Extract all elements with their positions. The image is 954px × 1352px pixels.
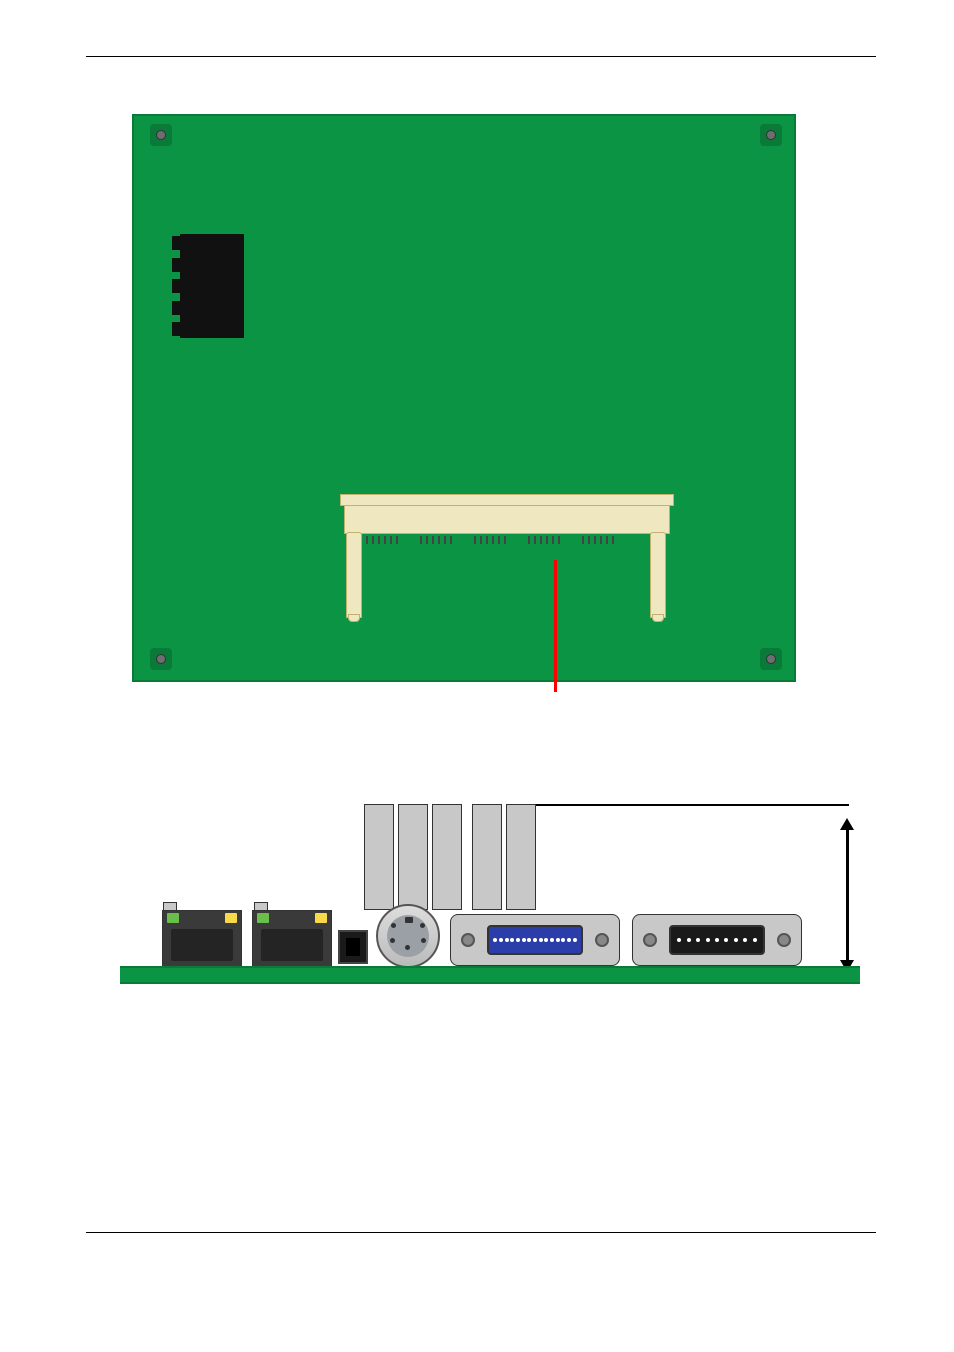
height-bracket-top [525,804,849,806]
callout-line [554,560,557,692]
heatsink-fin-2 [398,804,428,910]
serial-screw-right [777,933,791,947]
ps2-inner [387,915,429,957]
page [0,0,954,1352]
sodimm-slot-top-rail [340,494,674,506]
mounting-hole-bottom-left [150,648,172,670]
socket-connector [180,234,244,338]
rj45-port-2 [252,910,332,968]
serial-port [632,914,802,966]
rj45-2-led-link [257,913,269,923]
heatsink-fin-3 [432,804,462,910]
page-bottom-rule [86,1232,876,1233]
rj45-1-leds [167,913,237,923]
sodimm-clip-right-tab [652,614,664,622]
heatsink-fin-1 [364,804,394,910]
heatsink-fin-5 [506,804,536,910]
height-bracket-arrow-up [840,818,854,830]
mounting-hole-top-right [760,124,782,146]
rj45-port-1 [162,910,242,968]
vga-screw-left [461,933,475,947]
ps2-port [376,904,440,968]
rj45-2-jack [261,929,323,961]
mounting-hole-bottom-right [760,648,782,670]
sodimm-clip-left-tab [348,614,360,622]
sodimm-contact-pins [366,536,616,544]
sodimm-clip-left [346,532,362,618]
mini-connector [338,930,368,964]
height-bracket-vertical [846,826,849,964]
serial-dsub [669,925,765,955]
rj45-1-led-link [167,913,179,923]
pcb-side-view [120,804,860,988]
mounting-hole-top-left [150,124,172,146]
pcb-edge-strip [120,966,860,984]
rj45-1-jack [171,929,233,961]
serial-screw-left [643,933,657,947]
vga-dsub [487,925,583,955]
sodimm-slot-rail [344,502,670,534]
vga-port [450,914,620,966]
sodimm-clip-right [650,532,666,618]
rj45-1-led-activity [225,913,237,923]
heatsink-fin-4 [472,804,502,910]
rj45-2-leds [257,913,327,923]
page-top-rule [86,56,876,57]
vga-screw-right [595,933,609,947]
socket-connector-bumps [172,236,182,336]
rj45-2-led-activity [315,913,327,923]
pcb-solder-side-diagram [132,114,796,682]
